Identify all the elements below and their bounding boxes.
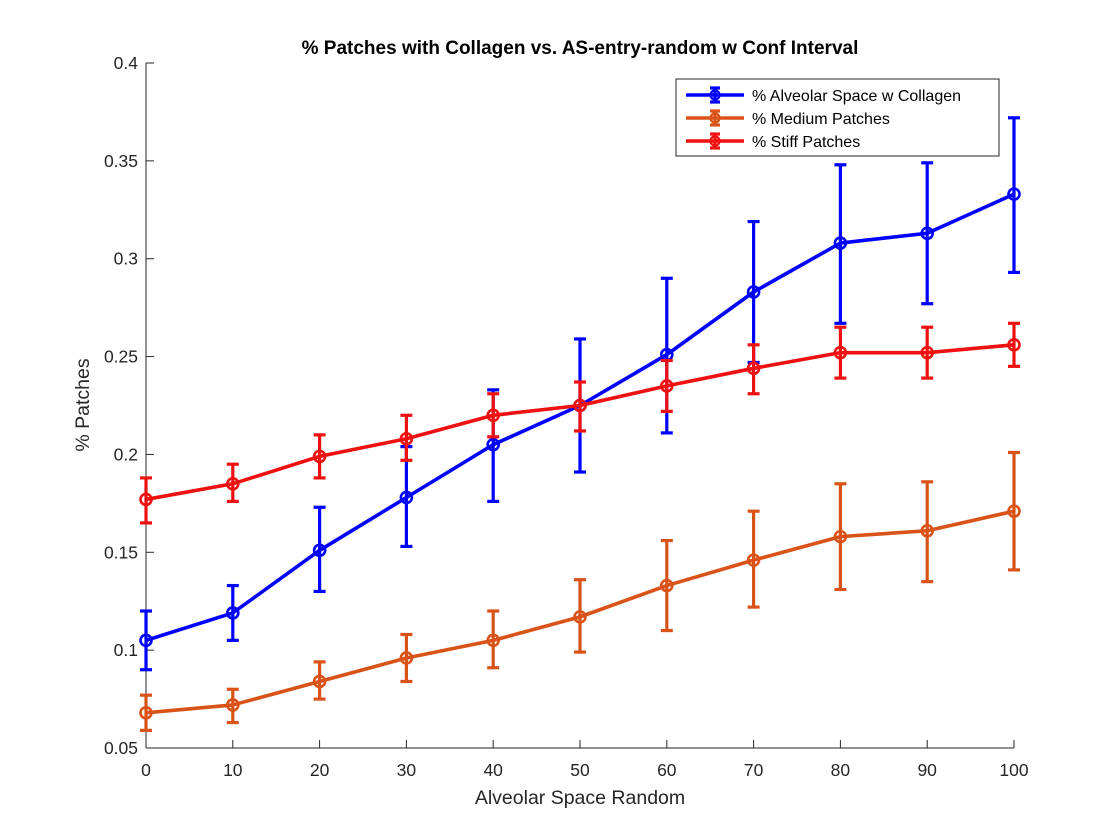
y-axis: 0.05 0.1 0.15 0.2 0.25 0.3 0.35 0.4 <box>104 53 154 758</box>
x-tick-label: 50 <box>570 760 590 780</box>
data-point <box>659 379 674 393</box>
data-point <box>399 490 414 505</box>
series-medium-patches <box>139 450 1021 732</box>
y-tick-label: 0.15 <box>104 542 138 562</box>
series-line <box>145 343 1015 502</box>
x-tick-label: 80 <box>831 760 851 780</box>
data-point <box>746 285 761 299</box>
legend-entry: % Alveolar Space w Collagen <box>686 86 961 105</box>
y-tick-label: 0.2 <box>114 444 138 464</box>
x-tick-label: 90 <box>917 760 937 780</box>
error-bar <box>140 609 152 672</box>
data-point <box>833 236 848 250</box>
data-point <box>399 431 414 446</box>
y-tick-label: 0.3 <box>114 249 138 269</box>
legend-marker <box>709 89 721 101</box>
legend-entry: % Medium Patches <box>686 109 890 128</box>
series-alveolar-space-w-collagen <box>139 116 1021 672</box>
x-axis-label: Alveolar Space Random <box>475 787 685 809</box>
data-point <box>226 476 240 491</box>
data-point <box>746 553 761 567</box>
data-point <box>746 361 761 376</box>
x-axis: 0 10 20 30 40 50 60 70 80 90 100 <box>141 740 1029 780</box>
error-bar <box>140 693 152 732</box>
x-tick-label: 0 <box>141 760 151 780</box>
error-bar <box>1008 321 1020 368</box>
data-point <box>573 398 587 413</box>
data-point <box>312 674 327 689</box>
data-point <box>1007 504 1021 518</box>
data-point <box>659 578 674 593</box>
legend-label: % Alveolar Space w Collagen <box>752 88 961 105</box>
x-tick-label: 20 <box>310 760 330 780</box>
legend-marker <box>709 135 721 147</box>
legend: % Alveolar Space w Collagen % Medium Patc… <box>675 78 1000 157</box>
data-point <box>833 529 848 544</box>
y-tick-label: 0.1 <box>114 640 138 660</box>
series-line <box>145 509 1015 715</box>
x-tick-label: 30 <box>397 760 417 780</box>
data-point <box>399 651 414 665</box>
y-tick-label: 0.25 <box>104 347 138 367</box>
data-point <box>139 705 153 720</box>
data-point <box>139 492 153 507</box>
data-point <box>139 633 153 648</box>
x-tick-label: 40 <box>483 760 503 780</box>
data-point <box>1007 338 1021 352</box>
y-tick-label: 0.4 <box>114 53 139 73</box>
x-tick-label: 10 <box>223 760 243 780</box>
y-tick-label: 0.05 <box>104 738 138 758</box>
data-point <box>486 633 501 648</box>
series-layer <box>139 116 1021 732</box>
data-point <box>573 610 587 624</box>
data-point <box>226 698 240 712</box>
y-tick-label: 0.35 <box>104 151 138 171</box>
y-axis-label: % Patches <box>72 358 94 451</box>
data-point <box>226 606 240 620</box>
data-point <box>486 408 501 423</box>
x-tick-label: 70 <box>744 760 764 780</box>
data-point <box>486 437 501 452</box>
legend-entry: % Stiff Patches <box>686 132 860 151</box>
data-point <box>920 345 935 360</box>
data-point <box>312 543 327 558</box>
chart-title: % Patches with Collagen vs. AS-entry-ran… <box>302 38 859 59</box>
legend-marker <box>709 112 721 124</box>
error-bar <box>140 476 152 525</box>
data-point <box>833 345 848 360</box>
series-stiff-patches <box>139 321 1021 525</box>
x-tick-label: 100 <box>999 760 1028 780</box>
data-point <box>920 523 935 538</box>
data-point <box>1007 187 1021 201</box>
legend-label: % Medium Patches <box>752 111 890 128</box>
legend-label: % Stiff Patches <box>752 134 860 151</box>
data-point <box>920 226 935 241</box>
x-tick-label: 60 <box>657 760 677 780</box>
data-point <box>312 449 327 464</box>
